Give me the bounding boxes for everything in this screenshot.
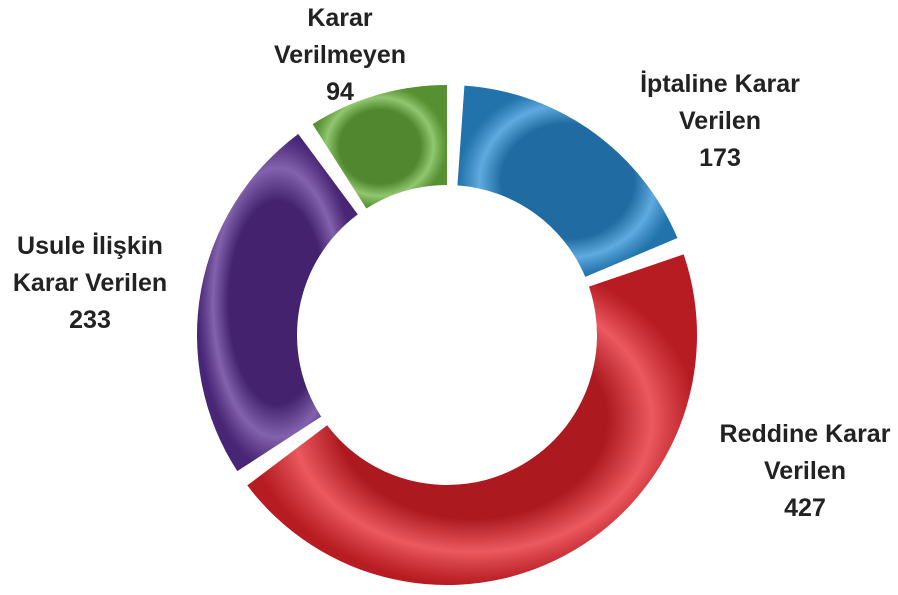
segment	[196, 134, 358, 472]
value-label: 427	[784, 494, 826, 522]
label: İptaline Karar Verilen 173	[620, 66, 820, 177]
value-label: 94	[326, 78, 354, 106]
label: Karar Verilmeyen 94	[260, 0, 420, 111]
label: Reddine Karar Verilen 427	[700, 416, 898, 527]
category-label: İptaline Karar Verilen	[640, 70, 800, 135]
value-label: 233	[69, 306, 111, 334]
value-label: 173	[699, 144, 741, 172]
label: Usule İlişkin Karar Verilen 233	[0, 228, 190, 339]
category-label: Usule İlişkin Karar Verilen	[12, 232, 168, 297]
category-label: Reddine Karar Verilen	[719, 420, 891, 485]
category-label: Karar Verilmeyen	[273, 4, 407, 69]
